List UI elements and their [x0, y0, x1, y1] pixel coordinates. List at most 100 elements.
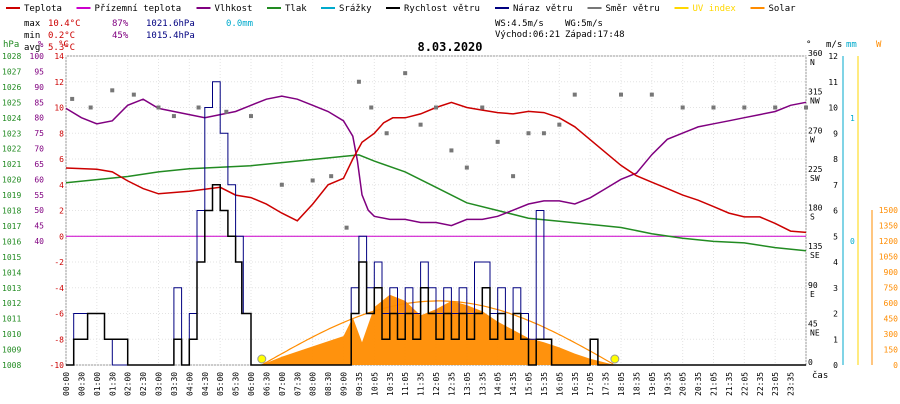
time-tick: 14:05: [494, 372, 503, 396]
legend-item-5: Rychlost větru: [386, 4, 480, 14]
time-tick: 16:05: [555, 372, 564, 396]
time-tick: 20:35: [694, 372, 703, 396]
dir-tick: 360: [808, 49, 823, 58]
time-tick: 15:35: [540, 372, 549, 396]
dir-symbol: S: [810, 213, 815, 222]
hpa-unit: hPa: [3, 40, 19, 50]
dir-tick: 225: [808, 165, 823, 174]
legend-item-2: Vlhkost: [196, 4, 252, 14]
pct-tick: 50: [34, 206, 44, 215]
time-tick: 10:05: [370, 372, 379, 396]
time-tick: 20:05: [679, 372, 688, 396]
time-tick: 13:05: [463, 372, 472, 396]
time-tick: 07:00: [278, 372, 287, 396]
stats-max-pres: 1021.6hPa: [146, 19, 195, 29]
legend-item-7: Směr větru: [587, 4, 660, 14]
time-tick: 19:35: [663, 372, 672, 396]
dir-tick: 45: [808, 319, 818, 328]
pct-tick: 75: [34, 129, 44, 138]
pct-tick: 55: [34, 191, 44, 200]
legend-item-1: Přízemní teplota: [76, 4, 182, 14]
hpa-tick: 1017: [2, 222, 21, 231]
time-tick: 22:35: [756, 372, 765, 396]
ms-tick: 4: [833, 258, 838, 267]
hpa-tick: 1008: [2, 361, 21, 370]
time-tick: 06:30: [262, 372, 271, 396]
direction-point: [449, 148, 454, 153]
legend-label: Přízemní teplota: [95, 4, 182, 14]
w-tick: 1200: [879, 237, 898, 246]
time-tick: 00:00: [62, 372, 71, 396]
wind-speed-info: WS:4.5m/s: [495, 19, 544, 29]
hpa-tick: 1014: [2, 268, 21, 277]
pct-tick: 85: [34, 98, 44, 107]
ms-tick: 10: [828, 104, 838, 113]
dir-symbol: E: [810, 290, 815, 299]
legend-label: Srážky: [339, 4, 372, 14]
direction-point: [344, 225, 349, 230]
dir-symbol: SE: [810, 251, 820, 260]
w-tick: 600: [884, 299, 899, 308]
solar-theoretical-curve: [261, 300, 614, 366]
c-unit: °C: [58, 40, 69, 50]
time-tick: 07:30: [293, 372, 302, 396]
legend-label: Náraz větru: [513, 4, 573, 14]
hpa-tick: 1021: [2, 160, 21, 169]
time-tick: 04:00: [185, 372, 194, 396]
c-tick: 14: [54, 52, 64, 61]
x-axis-unit: čas: [812, 370, 828, 381]
direction-point: [495, 139, 500, 144]
hpa-tick: 1022: [2, 145, 21, 154]
dir-tick: 270: [808, 126, 823, 135]
ms-tick: 9: [833, 129, 838, 138]
line-vlhkost: [65, 95, 807, 227]
ms-tick: 6: [833, 207, 838, 216]
time-tick: 00:30: [77, 372, 86, 396]
pct-tick: 45: [34, 222, 44, 231]
legend-item-9: Solar: [750, 4, 796, 14]
w-tick: 0: [893, 361, 898, 370]
w-tick: 900: [884, 268, 899, 277]
hpa-tick: 1015: [2, 253, 21, 262]
direction-point: [557, 122, 562, 127]
time-tick: 05:00: [216, 372, 225, 396]
dir-tick: 315: [808, 88, 823, 97]
direction-point: [572, 92, 577, 97]
pct-tick: 80: [34, 114, 44, 123]
c-tick: 4: [59, 181, 64, 190]
legend-item-8: UV index: [674, 4, 736, 14]
time-tick: 09:00: [340, 372, 349, 396]
time-tick: 18:05: [617, 372, 626, 396]
chart-title: 8.03.2020: [417, 40, 482, 54]
direction-point: [110, 88, 115, 93]
solar-area: [261, 294, 615, 365]
stats-max-temp: 10.4°C: [48, 19, 81, 29]
stats-avg-label: avg: [24, 43, 40, 53]
series-lines: [65, 81, 807, 366]
legend-item-4: Srážky: [321, 4, 372, 14]
hpa-tick: 1016: [2, 237, 21, 246]
direction-point: [541, 131, 546, 136]
dir-symbol: W: [810, 135, 815, 144]
direction-point: [619, 92, 623, 97]
time-tick: 22:05: [740, 372, 749, 396]
stats-max-hum: 87%: [112, 19, 129, 29]
sunset-marker: [610, 354, 620, 364]
legend-label: Rychlost větru: [404, 4, 480, 14]
c-tick: -10: [50, 361, 65, 370]
hpa-tick: 1013: [2, 284, 21, 293]
ms-tick: 8: [833, 155, 838, 164]
direction-point: [329, 174, 334, 179]
legend-item-3: Tlak: [267, 4, 307, 14]
c-tick: 6: [59, 155, 64, 164]
wind-direction-series: [70, 71, 808, 230]
hpa-tick: 1025: [2, 98, 21, 107]
hpa-tick: 1024: [2, 114, 21, 123]
time-tick: 13:35: [478, 372, 487, 396]
hpa-tick: 1027: [2, 67, 21, 76]
c-tick: 2: [59, 207, 64, 216]
time-tick: 17:05: [586, 372, 595, 396]
line-teplota: [65, 101, 807, 234]
stats-avg-temp: 5.3°C: [48, 43, 75, 53]
w-tick: 1350: [879, 222, 898, 231]
